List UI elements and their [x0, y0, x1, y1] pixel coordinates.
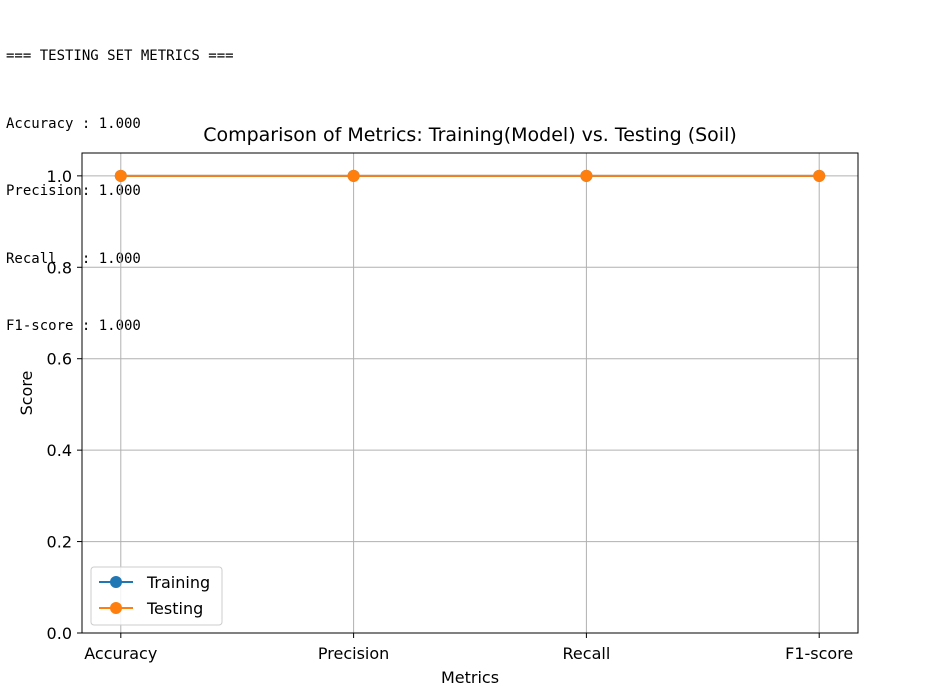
y-tick-label: 0.6	[47, 350, 72, 369]
x-axis-label: Metrics	[441, 668, 499, 687]
x-tick-label: Accuracy	[84, 644, 157, 663]
ticks-layer: Accuracy Precision Recall F1-score 0.0 0.2 0.4…	[47, 167, 854, 663]
console-line-header: === TESTING SET METRICS ===	[6, 48, 234, 64]
console-line-accuracy: Accuracy : 1.000	[6, 115, 141, 132]
data-point-testing	[813, 169, 826, 182]
legend-marker	[110, 602, 122, 614]
chart-title: Comparison of Metrics: Training(Model) v…	[203, 124, 737, 146]
grid-layer	[82, 153, 858, 634]
console-output: === TESTING SET METRICS === Accuracy : 1…	[6, 0, 234, 360]
data-point-testing	[114, 169, 127, 182]
y-tick-label: 1.0	[47, 167, 72, 186]
legend-marker	[110, 576, 122, 588]
y-tick-label: 0.0	[47, 624, 72, 643]
x-tick-label: Recall	[563, 644, 611, 663]
y-axis-label: Score	[17, 371, 36, 416]
data-point-testing	[580, 169, 593, 182]
console-line-recall: Recall : 1.000	[6, 250, 141, 267]
x-tick-label: Precision	[318, 644, 389, 663]
legend-label: Testing	[146, 599, 203, 618]
y-tick-label: 0.4	[47, 441, 72, 460]
console-line-precision: Precision: 1.000	[6, 183, 141, 199]
y-tick-label: 0.8	[47, 258, 72, 277]
series-layer	[114, 169, 826, 182]
y-tick-label: 0.2	[47, 533, 72, 552]
legend-label: Training	[146, 573, 210, 592]
console-line-f1: F1-score : 1.000	[6, 318, 141, 334]
plot-frame	[81, 152, 859, 634]
chart-legend: Training Testing	[90, 566, 223, 626]
x-tick-label: F1-score	[785, 644, 853, 663]
data-point-testing	[347, 169, 360, 182]
